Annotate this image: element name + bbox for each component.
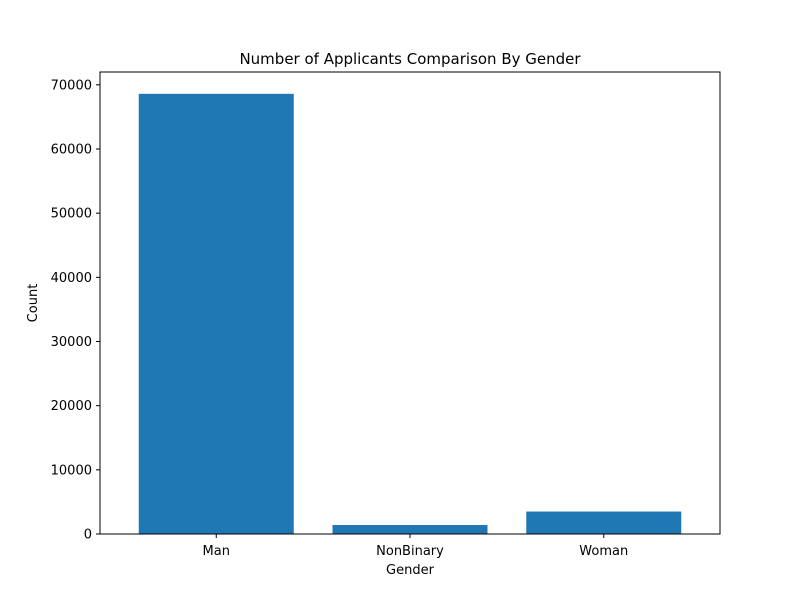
plot-area — [138, 93, 682, 534]
x-axis: Man NonBinary Woman — [203, 534, 628, 559]
y-tick-label: 60000 — [51, 143, 92, 158]
y-tick-label: 30000 — [51, 335, 92, 350]
bar-nonbinary — [332, 525, 488, 534]
y-tick-label: 40000 — [51, 271, 92, 286]
x-tick-label: NonBinary — [376, 544, 444, 559]
x-axis-label: Gender — [386, 563, 435, 578]
y-tick-label: 0 — [84, 528, 92, 543]
y-axis-label: Count — [26, 284, 41, 323]
bar-man — [138, 93, 294, 534]
bar-woman — [526, 511, 682, 534]
y-axis: 0 10000 20000 30000 40000 50000 60000 70000 — [51, 78, 100, 543]
x-tick-label: Man — [203, 544, 230, 559]
y-tick-label: 70000 — [51, 78, 92, 93]
chart-title: Number of Applicants Comparison By Gende… — [239, 50, 581, 68]
x-tick-label: Woman — [579, 544, 628, 559]
y-tick-label: 20000 — [51, 399, 92, 414]
plot-frame — [99, 71, 721, 535]
y-tick-label: 50000 — [51, 207, 92, 222]
y-tick-label: 10000 — [51, 463, 92, 478]
